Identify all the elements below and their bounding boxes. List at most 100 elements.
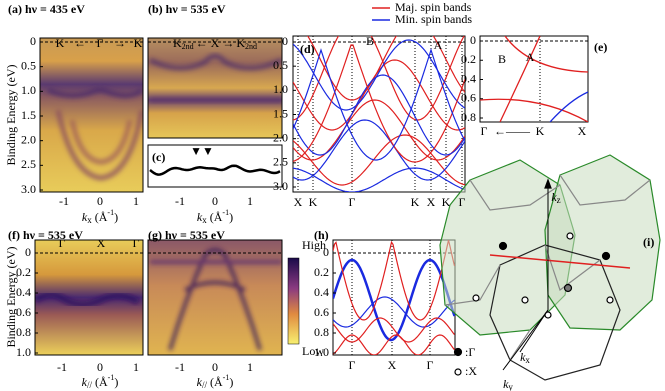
- y-tick-label: 3.0: [273, 179, 288, 193]
- band: [293, 36, 465, 121]
- panel-label: (h): [314, 228, 329, 242]
- y-tick-label: 2.5: [273, 155, 288, 169]
- band: [333, 334, 455, 355]
- x-tick-label: 1: [133, 360, 139, 374]
- y-tick-label: 0.4: [16, 285, 31, 299]
- x-tick-label: Γ: [349, 358, 356, 372]
- k: k: [520, 350, 526, 364]
- sub: x: [202, 215, 207, 225]
- axis-label: kx (Å-1): [82, 208, 118, 225]
- y-tick-label: 0: [470, 33, 476, 47]
- point-label: A: [526, 50, 535, 64]
- sub: x: [87, 215, 92, 225]
- panel-title: (g) hν = 535 eV: [148, 228, 225, 242]
- legend-label: Maj. spin bands: [395, 0, 472, 14]
- frame: [34, 239, 144, 356]
- panel-label: (d): [300, 42, 315, 56]
- brillouin-zone: [439, 154, 661, 381]
- k-symbol: ky: [503, 377, 513, 391]
- frame: [39, 37, 144, 193]
- arrow: →: [114, 36, 126, 50]
- sup: -1: [107, 208, 114, 217]
- y-tick-label: 0.2: [314, 265, 329, 279]
- panel-label: (b): [148, 2, 163, 16]
- y-tick-label: 0.2: [16, 265, 31, 279]
- panel-title: (a) hν = 435 eV: [8, 2, 85, 16]
- frame: [147, 239, 283, 356]
- y-tick-label: 0: [282, 34, 288, 48]
- colorbar-label: Low: [302, 344, 324, 358]
- y-tick-label: 0.8: [314, 325, 329, 339]
- y-axis-label: Binding Energy (eV): [4, 64, 18, 165]
- y-tick-label: 0.4: [314, 285, 329, 299]
- x-tick-label: -1: [175, 194, 185, 208]
- band: [293, 48, 465, 161]
- k: k: [82, 210, 88, 224]
- y-tick-label: 1.0: [16, 345, 31, 359]
- x-tick-label: 1: [133, 194, 139, 208]
- band: [504, 36, 588, 73]
- arpes-map-f: [35, 240, 143, 355]
- arrow: ←: [196, 36, 208, 50]
- panel-title: (f) hν = 535 eV: [8, 228, 83, 242]
- panel-label: (c): [152, 150, 165, 164]
- legend-label: :Γ: [465, 345, 475, 359]
- panel-label: (a): [8, 2, 22, 16]
- close: ): [229, 375, 233, 389]
- axis-label: kx (Å-1): [197, 208, 233, 225]
- y-tick-label: 1.5: [21, 108, 36, 122]
- sub: x: [525, 355, 530, 365]
- band: [293, 74, 465, 156]
- x-tick-label: Γ: [349, 195, 356, 209]
- panel-label: (e): [594, 40, 607, 54]
- symmetry-label: Γ: [97, 36, 104, 50]
- y-axis-label: Binding Energy (eV): [4, 246, 18, 347]
- unit: (Å: [92, 375, 108, 389]
- arrow: ←——: [494, 124, 531, 138]
- y-tick-label: 3.0: [21, 182, 36, 196]
- axis-label: k// (Å-1): [197, 373, 234, 390]
- x-tick-label: X: [388, 358, 397, 372]
- y-tick-label: 0.6: [461, 91, 476, 105]
- sup: -1: [222, 208, 229, 217]
- axis-label: k// (Å-1): [82, 373, 119, 390]
- x-tick-label: -1: [59, 194, 69, 208]
- band: [306, 36, 465, 101]
- band-zoom: [480, 36, 588, 122]
- y-tick-label: 0.8: [461, 110, 476, 124]
- y-tick-label: 0: [323, 245, 329, 259]
- x-tick-label: 0: [97, 194, 103, 208]
- k: k: [551, 190, 557, 204]
- y-tick-label: 2.0: [273, 130, 288, 144]
- band: [293, 119, 465, 181]
- x-tick-label: 0: [97, 360, 103, 374]
- x-tick-label: Γ: [459, 195, 466, 209]
- band: [333, 296, 455, 328]
- frame: [147, 144, 283, 188]
- band: [293, 134, 465, 186]
- x-tick-label: 1: [247, 360, 253, 374]
- band: [333, 258, 455, 342]
- x-tick-label: -1: [57, 360, 67, 374]
- close: ): [114, 210, 118, 224]
- band: [549, 91, 588, 122]
- sub: //: [202, 380, 208, 390]
- arrow: ←: [74, 36, 86, 50]
- y-tick-label: 0.5: [21, 58, 36, 72]
- colorbar: [287, 257, 300, 345]
- x-tick-label: X: [578, 124, 587, 138]
- mdc-curve: [149, 164, 281, 176]
- unit: (Å: [207, 210, 223, 224]
- panel-title: (b) hν = 535 eV: [148, 2, 226, 16]
- band: [333, 317, 455, 343]
- y-tick-label: 0.2: [461, 52, 476, 66]
- point-label: B: [498, 52, 506, 66]
- x-tick-label: K: [442, 195, 451, 209]
- symmetry-label: K: [134, 36, 143, 50]
- band: [499, 36, 541, 122]
- k: k: [503, 377, 509, 391]
- band: [333, 240, 455, 321]
- point-label: A: [434, 38, 443, 52]
- sym: X: [211, 36, 220, 50]
